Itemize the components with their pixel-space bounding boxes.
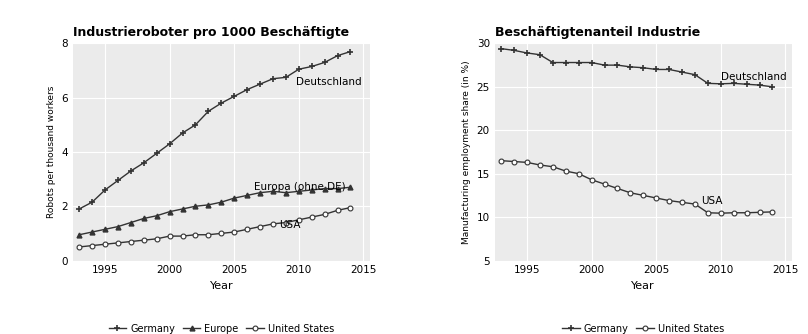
Text: Beschäftigtenanteil Industrie: Beschäftigtenanteil Industrie xyxy=(494,26,700,39)
Text: Industrieroboter pro 1000 Beschäftigte: Industrieroboter pro 1000 Beschäftigte xyxy=(73,26,349,39)
Legend: Germany, United States: Germany, United States xyxy=(558,320,728,334)
Text: USA: USA xyxy=(280,220,301,230)
Y-axis label: Manufacturing employment share (in %): Manufacturing employment share (in %) xyxy=(462,60,471,244)
Legend: Germany, Europe, United States: Germany, Europe, United States xyxy=(105,320,338,334)
Text: Deutschland: Deutschland xyxy=(721,72,786,82)
X-axis label: Year: Year xyxy=(209,281,234,291)
Text: Europa (ohne DE): Europa (ohne DE) xyxy=(254,182,345,192)
Text: Deutschland: Deutschland xyxy=(297,77,362,88)
Y-axis label: Robots per thousand workers: Robots per thousand workers xyxy=(47,86,56,218)
X-axis label: Year: Year xyxy=(631,281,655,291)
Text: USA: USA xyxy=(701,196,723,206)
